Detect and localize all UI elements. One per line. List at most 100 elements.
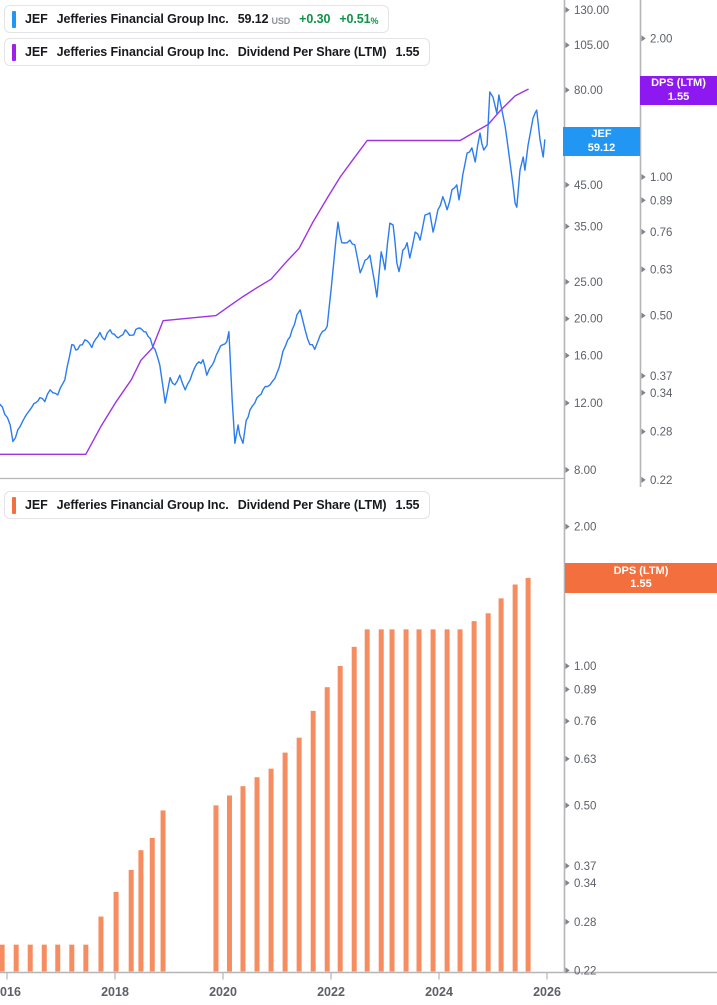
dps-tick-arrow xyxy=(641,197,646,204)
year-label: 2020 xyxy=(209,985,237,999)
price-tick-arrow xyxy=(565,181,570,188)
dividend-bar xyxy=(113,891,119,972)
dividend-bar xyxy=(310,710,316,972)
dps-tick-label: 0.63 xyxy=(574,754,596,766)
dps-tick-arrow xyxy=(641,35,646,42)
dps-tick-arrow xyxy=(565,967,570,974)
price-tick-label: 130.00 xyxy=(574,5,609,17)
dps-tick-label: 0.50 xyxy=(650,311,672,323)
dps-tick-arrow xyxy=(641,266,646,273)
year-label: 2018 xyxy=(101,985,129,999)
dividend-bar xyxy=(41,944,47,972)
price-tick-label: 25.00 xyxy=(574,277,603,289)
dps-tick-arrow xyxy=(565,686,570,693)
price-tick-label: 8.00 xyxy=(574,465,596,477)
dps-tick-label: 0.22 xyxy=(574,965,596,977)
top-chart-plot-area[interactable] xyxy=(0,0,564,478)
price-tick-label: 105.00 xyxy=(574,40,609,52)
dps-tick-label: 0.28 xyxy=(574,917,596,929)
price-tick-label: 80.00 xyxy=(574,85,603,97)
year-label: 2024 xyxy=(425,985,453,999)
currency-label: USD xyxy=(271,16,291,26)
price-tick-label: 45.00 xyxy=(574,180,603,192)
dps-tick-arrow xyxy=(565,755,570,762)
company-name-label: Jefferies Financial Group Inc. xyxy=(56,12,229,26)
dividend-bar xyxy=(457,629,463,972)
dps-tick-arrow xyxy=(641,312,646,319)
price-tick-arrow xyxy=(565,42,570,49)
price-tick-arrow xyxy=(565,6,570,13)
year-label: 2022 xyxy=(317,985,345,999)
dps-tick-arrow xyxy=(641,372,646,379)
dps-tick-label: 0.89 xyxy=(650,195,672,207)
dps-tick-label: 0.34 xyxy=(650,388,673,400)
metric-value: 1.55 xyxy=(395,498,420,512)
dividend-bar xyxy=(430,629,436,972)
dps-tick-arrow xyxy=(565,879,570,886)
dps-tick-arrow xyxy=(641,476,646,483)
legend-price-row[interactable]: JEF Jefferies Financial Group Inc. 59.12… xyxy=(4,5,390,33)
dps-tick-arrow xyxy=(565,663,570,669)
dps-tick-label: 0.76 xyxy=(650,227,672,239)
ticker-label: JEF xyxy=(25,45,48,59)
dividend-bar xyxy=(416,629,422,972)
dividend-bar xyxy=(282,752,288,972)
dps-tick-arrow xyxy=(641,174,646,180)
dividend-bar xyxy=(226,795,232,972)
metric-value: 1.55 xyxy=(395,45,420,59)
price-tick-arrow xyxy=(565,86,570,93)
dividend-bar xyxy=(240,786,246,972)
dps-tick-label: 0.63 xyxy=(650,264,672,276)
company-name-label: Jefferies Financial Group Inc. xyxy=(56,45,229,59)
price-change-percent: +0.51% xyxy=(339,12,379,26)
dividend-bar xyxy=(213,805,219,972)
dividend-bar xyxy=(378,629,384,972)
price-tick-arrow xyxy=(565,223,570,230)
dividend-bar xyxy=(389,629,395,972)
last-price-value: 59.12 xyxy=(237,12,269,26)
dps-tick-label: 0.37 xyxy=(650,371,672,383)
dps-tick-label: 0.22 xyxy=(650,475,672,487)
dps-tick-label: 1.00 xyxy=(650,172,672,184)
price-badge-ticker: JEF xyxy=(591,128,612,140)
company-name-label: Jefferies Financial Group Inc. xyxy=(56,498,229,512)
dps-line xyxy=(0,88,529,455)
dividend-bar xyxy=(324,687,330,972)
dividend-bar xyxy=(149,837,155,972)
price-tick-label: 35.00 xyxy=(574,221,603,233)
dividend-bar xyxy=(337,666,343,972)
dps-tick-label: 2.00 xyxy=(574,522,596,534)
dps-tick-arrow xyxy=(565,802,570,809)
legend-dps-overlay-row[interactable]: JEF Jefferies Financial Group Inc. Divid… xyxy=(4,38,431,66)
price-axis-badge: JEF 59.12 xyxy=(563,127,640,156)
dps-tick-label: 0.76 xyxy=(574,716,596,728)
dividend-bar xyxy=(498,598,504,972)
dps-series-swatch xyxy=(12,43,16,61)
price-tick-arrow xyxy=(565,315,570,322)
bottom-chart-plot-area[interactable] xyxy=(0,486,564,972)
price-tick-arrow xyxy=(565,399,570,406)
dps-badge-label: DPS (LTM) xyxy=(651,77,706,89)
dividend-bar xyxy=(98,916,104,972)
dps-tick-label: 0.34 xyxy=(574,878,597,890)
dps-tick-arrow xyxy=(565,718,570,725)
dividend-bar xyxy=(83,944,89,972)
price-line xyxy=(0,91,546,444)
dividend-bar xyxy=(27,944,33,972)
dps-tick-arrow xyxy=(641,389,646,396)
dividend-bar xyxy=(268,768,274,972)
dividend-bar xyxy=(254,777,260,972)
dps-tick-arrow xyxy=(641,428,646,435)
dps-tick-label: 0.37 xyxy=(574,861,596,873)
legend-dps-bar-row[interactable]: JEF Jefferies Financial Group Inc. Divid… xyxy=(4,491,431,519)
price-tick-arrow xyxy=(565,278,570,285)
dividend-bar xyxy=(296,737,302,972)
dps-tick-arrow xyxy=(565,918,570,925)
price-tick-label: 20.00 xyxy=(574,314,603,326)
price-series-swatch xyxy=(12,10,16,28)
dps-tick-label: 2.00 xyxy=(650,33,672,45)
dividend-bar xyxy=(471,621,477,972)
dps-badge-value: 1.55 xyxy=(667,90,690,103)
dividend-bar xyxy=(69,944,75,972)
